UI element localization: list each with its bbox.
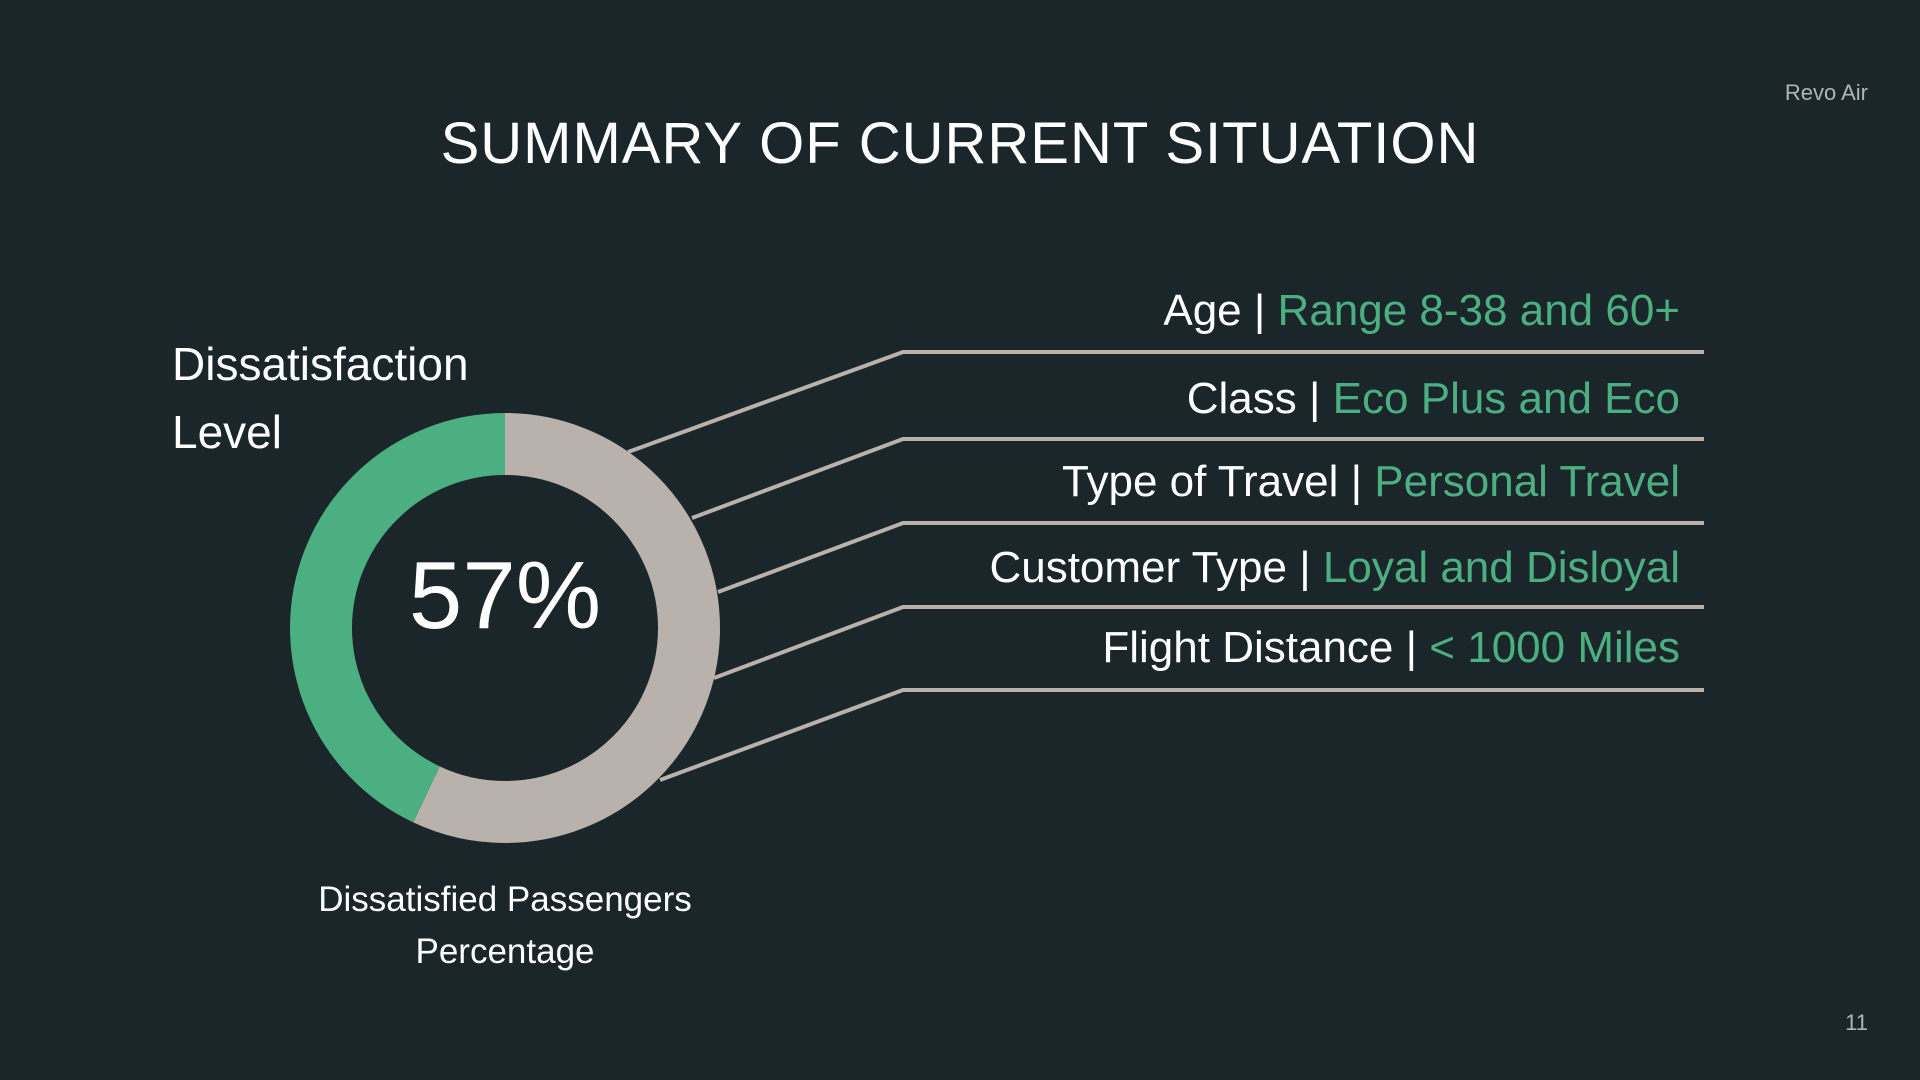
chart-heading: Dissatisfaction Level (172, 330, 469, 466)
factor-separator: | (1299, 543, 1311, 592)
donut-ring (290, 413, 720, 843)
factor-value: Personal Travel (1374, 457, 1680, 506)
factor-row-age: Age | Range 8-38 and 60+ (1163, 286, 1680, 336)
connector-lines (627, 350, 1704, 782)
connector-line (691, 437, 1704, 520)
connector-line (713, 605, 1704, 680)
factor-value: Eco Plus and Eco (1332, 374, 1680, 423)
factor-label: Type of Travel (1062, 457, 1339, 506)
donut-caption-line-1: Dissatisfied Passengers (318, 880, 692, 919)
chart-heading-line-2: Level (172, 406, 282, 458)
donut-slice-other (290, 413, 720, 843)
factor-separator: | (1253, 286, 1266, 335)
connector-line (659, 688, 1704, 782)
chart-heading-line-1: Dissatisfaction (172, 338, 469, 390)
factor-value: Loyal and Disloyal (1322, 543, 1680, 592)
factor-row-customer-type: Customer Type | Loyal and Disloyal (989, 543, 1680, 593)
factor-separator: | (1309, 374, 1321, 423)
donut-center-label: 57% (409, 542, 601, 649)
donut-caption-line-2: Percentage (415, 932, 595, 971)
connector-line (717, 521, 1704, 594)
donut-caption: Dissatisfied Passengers Percentage (205, 874, 805, 978)
brand-label: Revo Air (1784, 80, 1868, 105)
connector-line (627, 350, 1704, 454)
factor-label: Class (1186, 374, 1297, 423)
factor-row-class: Class | Eco Plus and Eco (1187, 374, 1680, 424)
factor-label: Customer Type (989, 543, 1287, 592)
factor-label: Age (1163, 286, 1242, 335)
page-number: 11 (1845, 1010, 1868, 1035)
factor-value: < 1000 Miles (1429, 623, 1680, 672)
page-title: SUMMARY OF CURRENT SITUATION (440, 111, 1480, 176)
factor-separator: | (1405, 623, 1418, 672)
factor-label: Flight Distance (1102, 623, 1394, 672)
factor-row-type-of-travel: Type of Travel | Personal Travel (1062, 457, 1680, 507)
factor-value: Range 8-38 and 60+ (1277, 286, 1680, 335)
factor-row-flight-distance: Flight Distance | < 1000 Miles (1102, 623, 1680, 673)
factor-separator: | (1350, 457, 1363, 506)
